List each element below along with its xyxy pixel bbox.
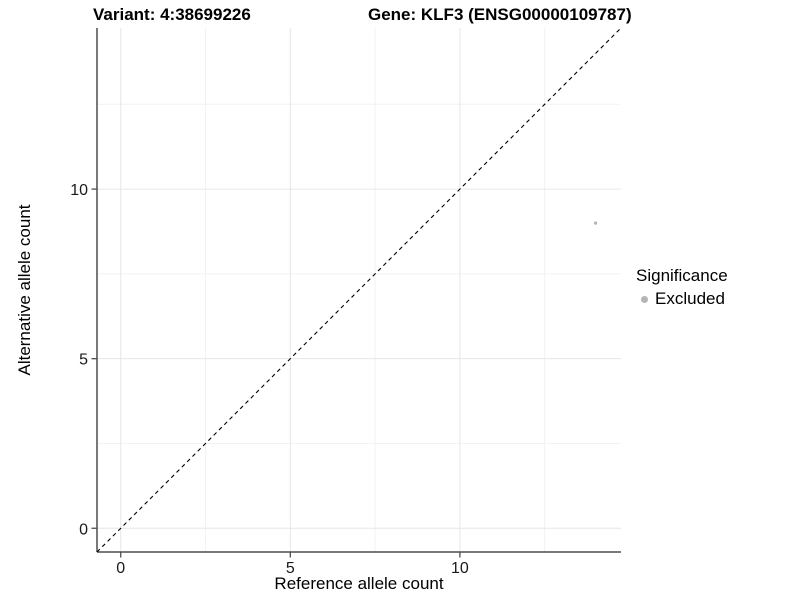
variant-title: Variant: 4:38699226 — [93, 5, 251, 24]
x-tick-label: 5 — [286, 560, 295, 577]
y-tick-label: 10 — [70, 182, 88, 199]
y-tick-label: 5 — [79, 352, 88, 369]
y-axis-title: Alternative allele count — [15, 204, 34, 376]
gene-title: Gene: KLF3 (ENSG00000109787) — [368, 5, 632, 24]
legend-title: Significance — [636, 266, 728, 285]
identity-dashed-line — [96, 27, 622, 553]
data-point — [593, 221, 598, 225]
x-tick-label: 10 — [451, 560, 469, 577]
legend-point-icon — [641, 295, 648, 303]
x-axis-title: Reference allele count — [274, 574, 444, 593]
legend-item-label: Excluded — [655, 289, 725, 308]
legend: Significance Excluded — [636, 266, 728, 309]
y-tick-label: 0 — [79, 521, 88, 538]
x-tick-label: 0 — [116, 560, 125, 577]
legend-item-excluded: Excluded — [636, 289, 728, 309]
